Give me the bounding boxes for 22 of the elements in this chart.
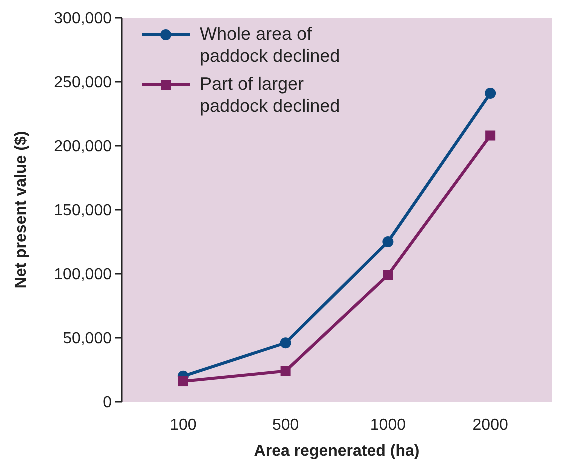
point bbox=[486, 130, 496, 141]
y-tick-label: 0 bbox=[103, 394, 112, 412]
point bbox=[280, 366, 291, 376]
y-axis-title: Net present value ($) bbox=[13, 131, 30, 289]
y-tick-label: 50,000 bbox=[63, 330, 112, 348]
point bbox=[280, 338, 292, 349]
y-tick-label: 300,000 bbox=[54, 10, 112, 28]
y-tick-label: 100,000 bbox=[54, 266, 112, 284]
point bbox=[178, 376, 188, 387]
y-tick-label: 250,000 bbox=[54, 74, 112, 92]
x-tick-label: 2000 bbox=[472, 417, 508, 434]
x-tick-label: 100 bbox=[170, 417, 197, 434]
legend-label: Part of larger paddock declined bbox=[200, 74, 340, 116]
y-tick-label: 150,000 bbox=[54, 202, 112, 220]
point bbox=[485, 88, 496, 100]
legend-label: Whole area of paddock declined bbox=[200, 24, 340, 66]
y-tick-label: 200,000 bbox=[54, 138, 112, 156]
x-tick-label: 500 bbox=[272, 417, 300, 434]
point bbox=[383, 270, 394, 280]
point bbox=[382, 236, 394, 248]
x-tick-label: 1000 bbox=[370, 417, 406, 434]
x-axis-title: Area regenerated (ha) bbox=[254, 443, 420, 460]
